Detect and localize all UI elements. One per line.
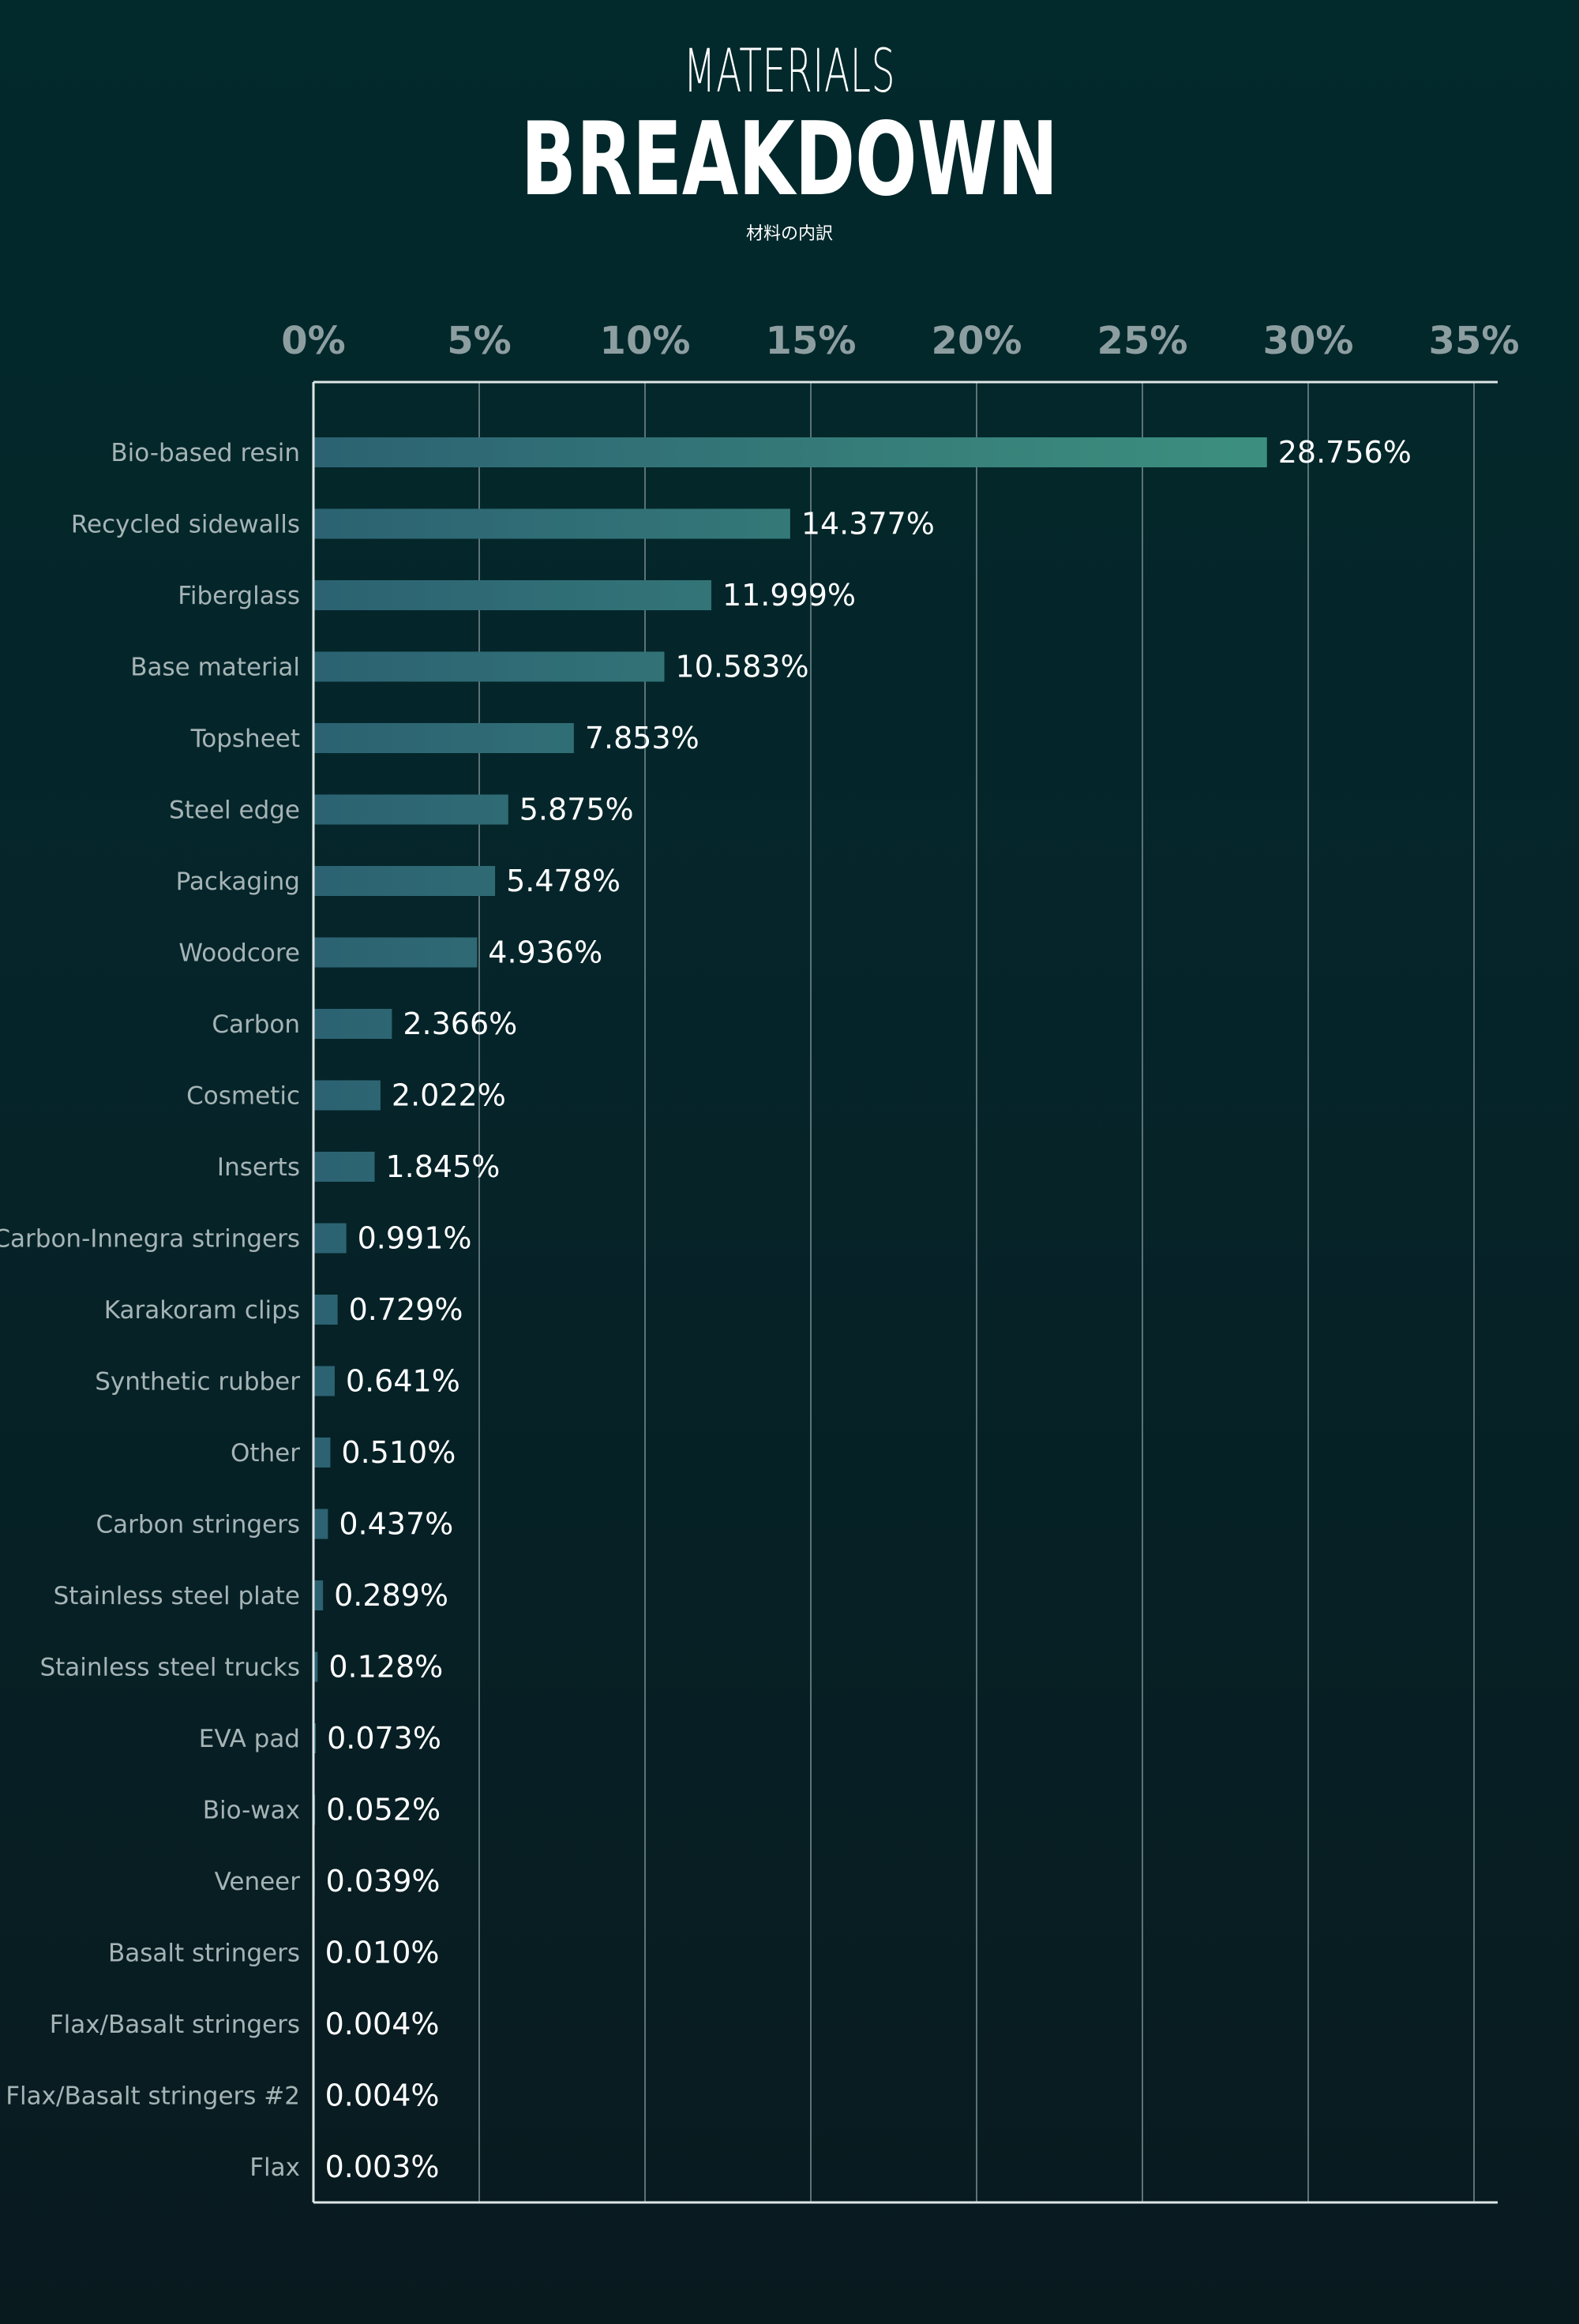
bar [313, 794, 508, 825]
x-axis-ticks: 0% 5% 10% 15% 20% 25% 30% 35% [281, 319, 1519, 363]
category-label: Flax [249, 2153, 300, 2182]
value-label: 2.366% [403, 1006, 517, 1041]
value-label: 7.853% [585, 721, 699, 755]
category-label: Cosmetic [186, 1082, 300, 1111]
category-label: Carbon stringers [96, 1511, 301, 1539]
category-label: Recycled sidewalls [71, 511, 300, 539]
bar [313, 866, 496, 896]
category-label: Packaging [176, 868, 300, 896]
value-label: 0.073% [327, 1721, 441, 1756]
bar [313, 1223, 347, 1254]
x-tick-label: 35% [1429, 319, 1520, 363]
chart-title: MATERIALS [683, 36, 896, 106]
value-label: 0.003% [325, 2150, 440, 2184]
bar [313, 1438, 331, 1467]
bar [313, 1080, 381, 1111]
category-label: Basalt stringers [108, 1940, 300, 1968]
category-label: Woodcore [178, 939, 300, 968]
bar [313, 580, 711, 610]
value-label: 10.583% [675, 650, 808, 684]
bar [313, 508, 790, 539]
bar [313, 937, 478, 968]
category-label: Flax/Basalt stringers #2 [6, 2082, 300, 2111]
category-label: Bio-wax [203, 1797, 300, 1825]
value-label: 1.845% [385, 1149, 500, 1184]
chart-subtitle: BREAKDOWN [520, 101, 1059, 219]
category-label: Karakoram clips [104, 1296, 300, 1325]
value-label: 2.022% [392, 1078, 506, 1113]
bar [313, 1009, 392, 1039]
bar [313, 1580, 324, 1610]
grid-lines [478, 382, 1475, 2202]
x-tick-label: 15% [766, 319, 857, 363]
bar [313, 651, 665, 682]
bars: Bio-based resin 28.756% Recycled sidewalls… [0, 435, 1412, 2184]
category-label: Bio-based resin [111, 439, 300, 467]
category-label: Veneer [215, 1868, 301, 1896]
value-label: 0.128% [328, 1650, 443, 1685]
bar [313, 723, 574, 753]
category-label: EVA pad [199, 1725, 300, 1753]
value-label: 4.936% [488, 935, 602, 970]
bar [313, 1651, 318, 1682]
category-label: Other [231, 1439, 300, 1467]
value-label: 5.478% [506, 864, 621, 898]
chart-caption: 材料の内訳 [745, 224, 833, 244]
category-label: Carbon [212, 1010, 300, 1039]
value-label: 0.641% [346, 1364, 460, 1399]
category-label: Topsheet [190, 725, 300, 753]
category-label: Inserts [217, 1153, 300, 1182]
bar [313, 437, 1267, 467]
category-label: Fiberglass [178, 582, 300, 610]
bar [313, 1509, 328, 1539]
value-label: 11.999% [722, 578, 856, 613]
value-label: 0.052% [326, 1793, 441, 1827]
value-label: 0.991% [358, 1221, 472, 1256]
x-tick-label: 20% [932, 319, 1022, 363]
x-tick-label: 25% [1097, 319, 1188, 363]
bar [313, 1152, 375, 1182]
category-label: Stainless steel trucks [39, 1654, 300, 1682]
category-label: Steel edge [169, 797, 300, 825]
x-tick-label: 10% [600, 319, 691, 363]
value-label: 0.289% [334, 1578, 448, 1613]
category-label: Stainless steel plate [54, 1582, 300, 1610]
x-tick-label: 0% [281, 319, 346, 363]
category-label: Synthetic rubber [95, 1368, 300, 1396]
value-label: 0.039% [326, 1864, 441, 1899]
category-label: Flax/Basalt stringers [50, 2011, 300, 2039]
bar [313, 1723, 317, 1753]
value-label: 0.010% [325, 1936, 440, 1970]
value-label: 0.004% [325, 2078, 440, 2113]
category-label: Base material [130, 654, 300, 682]
bar [313, 1366, 335, 1396]
value-label: 5.875% [519, 793, 634, 827]
category-label: Carbon-Innegra stringers [0, 1225, 300, 1254]
value-label: 28.756% [1278, 435, 1412, 470]
bar [313, 1295, 338, 1325]
value-label: 0.004% [325, 2007, 440, 2041]
value-label: 0.437% [339, 1507, 453, 1542]
value-label: 14.377% [801, 507, 935, 542]
x-tick-label: 5% [447, 319, 512, 363]
x-tick-label: 30% [1263, 319, 1354, 363]
value-label: 0.510% [341, 1435, 456, 1470]
value-label: 0.729% [349, 1292, 463, 1327]
axis-frame [312, 380, 1498, 2204]
